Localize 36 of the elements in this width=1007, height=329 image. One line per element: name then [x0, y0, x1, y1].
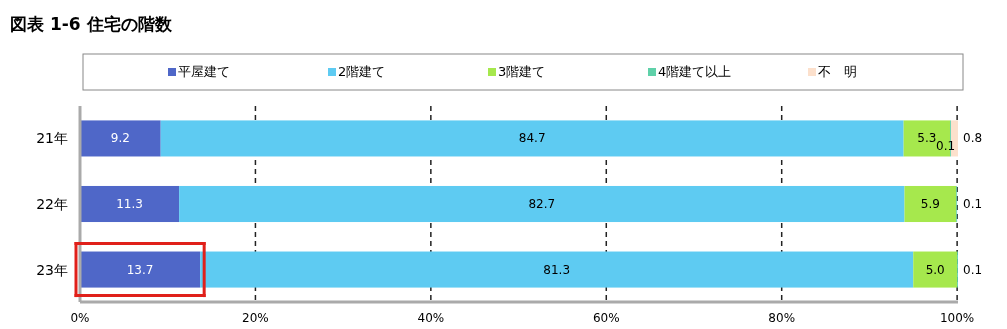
data-label: 82.7	[528, 197, 556, 211]
data-label: 0.1	[936, 139, 956, 154]
x-tick-label: 100%	[939, 311, 975, 325]
y-tick-label: 23年	[36, 261, 68, 278]
legend-label: 3階建て	[498, 64, 546, 79]
data-label: 13.7	[126, 262, 154, 277]
legend-label: 2階建て	[338, 64, 386, 79]
data-label: 0.8	[963, 131, 983, 146]
y-tick-label: 21年	[36, 130, 68, 147]
bar	[160, 120, 904, 157]
data-label: 0.1	[963, 262, 983, 277]
x-tick-label: 80%	[768, 311, 796, 325]
data-label: 11.3	[116, 197, 143, 211]
x-tick-label: 0%	[70, 311, 90, 325]
x-tick-label: 20%	[242, 311, 269, 325]
x-tick-label: 60%	[592, 311, 620, 325]
bar	[913, 251, 958, 288]
x-tick-label: 40%	[417, 311, 445, 325]
bar	[904, 185, 957, 223]
data-label: 5.0	[925, 262, 945, 277]
data-label: 5.9	[920, 197, 940, 211]
data-label: 9.2	[110, 131, 130, 146]
data-label: 5.3	[917, 131, 937, 146]
bar	[80, 120, 161, 157]
bar	[179, 185, 905, 223]
data-label: 84.7	[518, 131, 546, 146]
data-label: 81.3	[543, 262, 571, 277]
legend-label: 不 明	[818, 64, 857, 79]
bar	[80, 251, 201, 288]
legend-label: 4階建て以上	[658, 64, 732, 79]
data-label: 0.1	[963, 197, 983, 211]
y-tick-label: 22年	[36, 196, 68, 212]
legend-label: 平屋建て	[178, 64, 230, 79]
bar	[80, 185, 180, 223]
chart-title: 図表 1-6 住宅の階数	[10, 14, 173, 34]
bar	[200, 251, 914, 288]
